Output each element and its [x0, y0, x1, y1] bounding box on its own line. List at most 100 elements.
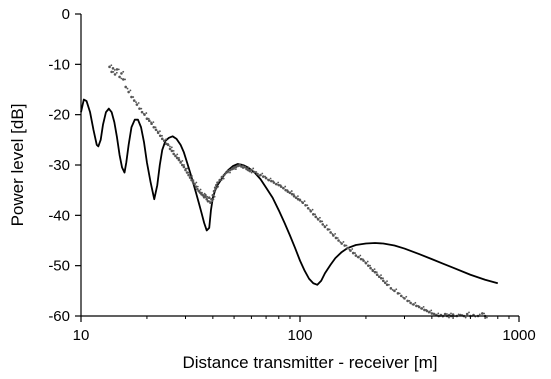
measurement-point: [184, 168, 187, 172]
measurement-point: [409, 301, 412, 305]
measurement-point: [375, 271, 378, 274]
measurement-point: [255, 171, 258, 173]
measurement-point: [415, 304, 418, 308]
y-tick-label: -20: [48, 107, 70, 124]
measurement-point: [389, 287, 393, 290]
measurement-point: [292, 194, 296, 198]
measurement-point: [172, 152, 175, 156]
measurement-point: [334, 232, 337, 235]
measurement-point: [206, 199, 210, 203]
measurement-point: [485, 316, 488, 319]
measurement-point: [406, 299, 409, 303]
measurement-point: [354, 254, 358, 257]
measurement-point: [349, 249, 352, 252]
measurement-point: [199, 188, 202, 191]
measurement-point: [337, 239, 340, 242]
measurement-point: [357, 255, 360, 259]
measurement-point: [329, 231, 332, 234]
measurement-point: [432, 312, 436, 316]
measurement-point: [120, 72, 123, 75]
measurement-point: [228, 168, 232, 172]
x-tick-label: 10: [73, 327, 90, 344]
measurement-point: [339, 241, 342, 244]
measurement-point: [115, 68, 119, 71]
measurement-point: [222, 177, 225, 180]
measurement-point: [127, 90, 130, 94]
measurement-point: [196, 185, 199, 188]
measurement-point: [222, 173, 226, 177]
measurement-point: [371, 269, 375, 273]
y-tick-label: -30: [48, 157, 70, 174]
measurement-point: [408, 300, 411, 302]
measurement-point: [301, 201, 305, 205]
measurement-point: [364, 261, 368, 265]
measurement-point: [194, 185, 198, 188]
measurement-point: [205, 197, 209, 201]
measurement-point: [150, 122, 153, 126]
measurement-point: [267, 178, 271, 182]
measurement-point: [137, 102, 140, 104]
measurement-point: [145, 117, 149, 120]
measurement-point: [242, 164, 245, 166]
measurement-point: [201, 193, 205, 197]
measurement-point: [180, 163, 184, 167]
measurement-point: [168, 147, 172, 151]
measurement-point: [296, 197, 300, 201]
measurement-point: [457, 313, 460, 316]
measurement-point: [321, 223, 325, 226]
measurement-point: [420, 307, 424, 310]
measurement-point: [211, 200, 214, 203]
measurement-point: [192, 179, 195, 182]
measurement-point: [362, 259, 365, 262]
measurement-point: [282, 186, 285, 190]
measurement-point: [345, 244, 348, 247]
measurement-point: [448, 316, 450, 319]
measurement-point: [172, 150, 175, 152]
measurement-point: [110, 70, 113, 74]
measurement-point: [220, 179, 223, 182]
measurement-point: [220, 175, 224, 179]
measurement-point: [380, 274, 382, 277]
measurement-point: [422, 305, 425, 308]
measurement-point: [206, 195, 209, 198]
measurement-point: [207, 196, 211, 200]
measurement-point: [118, 75, 121, 79]
measurement-point: [259, 173, 262, 177]
measurement-point: [164, 142, 168, 146]
measurement-point: [321, 220, 324, 223]
measurement-point: [224, 171, 228, 174]
measurement-point: [366, 264, 370, 267]
measurement-point: [181, 159, 184, 162]
measurement-point: [218, 178, 222, 182]
measurement-point: [135, 101, 137, 104]
measurement-point: [359, 254, 362, 257]
measurement-point: [213, 186, 217, 189]
measurement-point: [478, 313, 481, 316]
measurement-point: [342, 241, 345, 243]
measurement-point: [430, 312, 434, 315]
measurement-point: [450, 312, 452, 315]
measurement-point: [381, 279, 385, 283]
measurement-point: [140, 107, 143, 110]
measurement-point: [270, 179, 273, 183]
measurement-point: [323, 225, 327, 229]
measurement-point: [395, 288, 398, 291]
measurement-point: [174, 154, 177, 158]
measurement-point: [215, 183, 218, 187]
measurement-point: [112, 70, 115, 73]
measurement-point: [190, 178, 193, 182]
measurement-point: [169, 145, 171, 148]
measurement-point: [191, 175, 193, 177]
measurement-point: [272, 181, 276, 184]
measurement-point: [176, 153, 179, 156]
measurement-point: [303, 200, 306, 203]
measurement-point: [399, 294, 403, 298]
measurement-point: [388, 283, 390, 286]
measurement-point: [284, 188, 287, 192]
measurement-point: [383, 281, 387, 285]
measurement-point: [425, 309, 429, 313]
measurement-point: [145, 112, 148, 114]
measurement-point: [309, 210, 313, 213]
measurement-point: [110, 64, 113, 67]
